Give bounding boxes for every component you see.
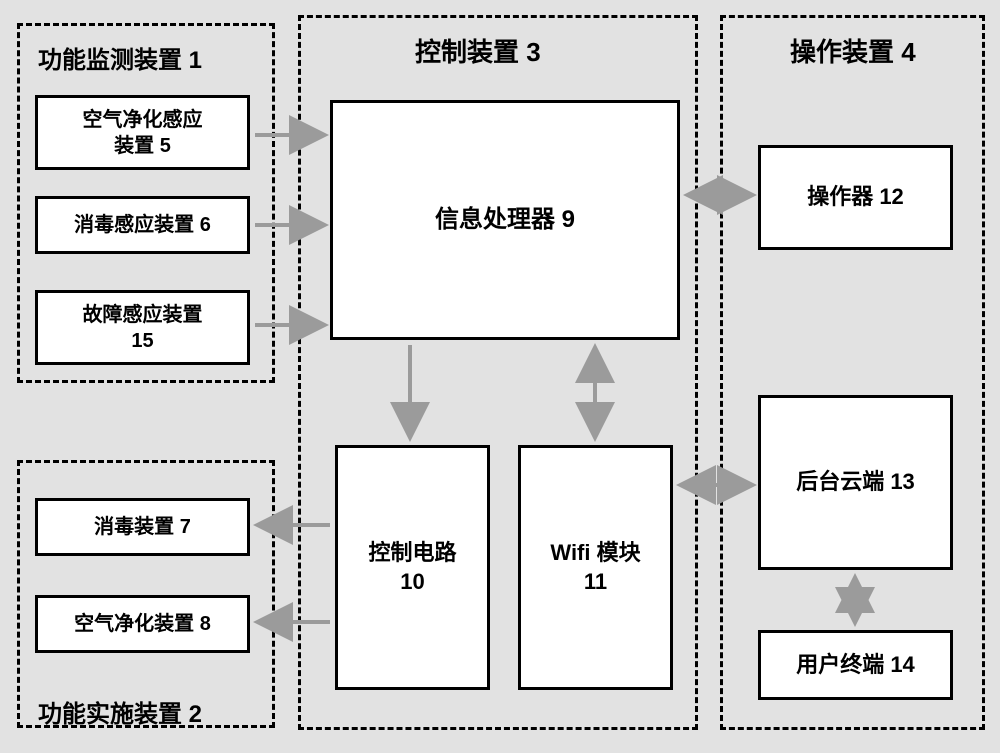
arrows-layer <box>0 0 1000 753</box>
diagram-canvas: 功能监测装置 1 功能实施装置 2 控制装置 3 操作装置 4 空气净化感应装置… <box>0 0 1000 753</box>
